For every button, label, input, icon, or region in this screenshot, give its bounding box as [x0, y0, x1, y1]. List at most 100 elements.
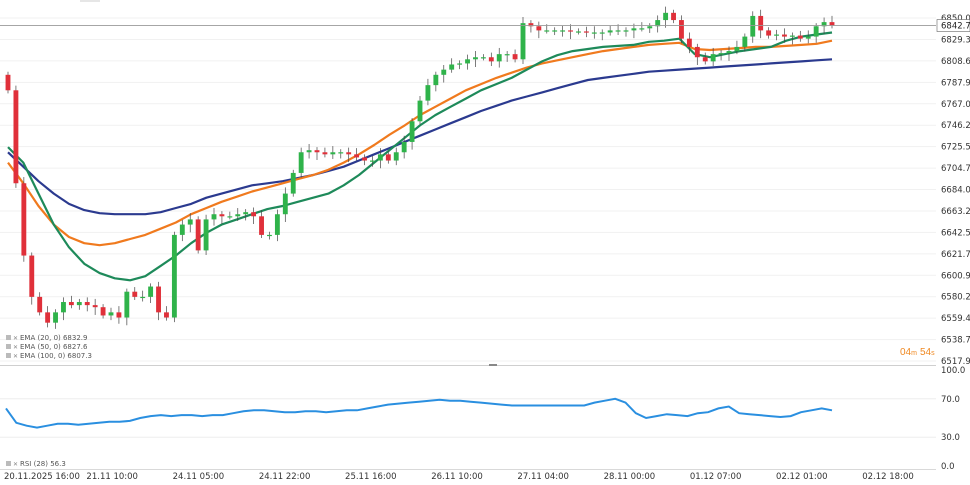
time-tick-label: 24.11 05:00 — [173, 472, 225, 482]
candle-up — [480, 57, 486, 59]
legend-entry: EMA (20, 0) 6832.9 — [20, 334, 87, 342]
current-price-value: 6842.7 — [941, 22, 970, 32]
candle-down — [5, 74, 11, 91]
candle-up — [290, 172, 296, 194]
rsi-tick-label: 70.0 — [941, 395, 960, 405]
candle-up — [425, 85, 431, 101]
candle-up — [813, 26, 819, 37]
candle-up — [639, 28, 645, 30]
candle-up — [417, 100, 423, 122]
time-tick-label: 24.11 22:00 — [259, 472, 311, 482]
ema-100-line — [7, 58, 833, 216]
price-tick-label: 6808.6 — [941, 57, 970, 67]
candle-down — [829, 22, 835, 26]
price-tick-label: 6767.0 — [941, 100, 970, 110]
current-price-tag: 6842.7 — [936, 19, 970, 32]
price-tick-label: 6704.7 — [941, 164, 970, 174]
legend-icon[interactable] — [6, 344, 11, 349]
candle-up — [235, 214, 241, 217]
candle-up — [179, 224, 185, 235]
candle-down — [694, 46, 700, 58]
candle-down — [259, 216, 264, 235]
candle-down — [346, 152, 352, 155]
rsi-legend[interactable]: ✕ RSI (28) 56.3 — [6, 460, 66, 468]
candle-down — [528, 23, 534, 27]
top-marker — [80, 0, 100, 2]
candle-up — [274, 214, 280, 235]
candle-up — [330, 152, 336, 155]
candle-down — [156, 286, 161, 313]
candle-down — [45, 312, 51, 323]
ema-20-line — [7, 31, 833, 282]
time-tick-label: 02.12 18:00 — [862, 472, 914, 482]
candle-up — [655, 20, 661, 27]
candle-down — [68, 302, 74, 306]
price-tick-label: 6580.2 — [941, 293, 970, 303]
rsi-legend-label: RSI (28) 56.3 — [20, 460, 66, 468]
candle-down — [37, 296, 43, 313]
candle-up — [140, 296, 146, 299]
candle-down — [84, 302, 90, 306]
legend-icon[interactable] — [6, 353, 11, 358]
candle-up — [591, 32, 597, 34]
candle-up — [821, 22, 827, 27]
candle-up — [433, 74, 439, 86]
candle-down — [488, 57, 494, 62]
time-tick-label: 26.11 10:00 — [431, 472, 483, 482]
time-tick-label: 28.11 00:00 — [604, 472, 656, 482]
legend-close-icon[interactable]: ✕ — [13, 345, 18, 351]
panel-resize-handle[interactable] — [489, 364, 497, 366]
candle-up — [148, 286, 154, 297]
price-panel[interactable] — [0, 0, 936, 365]
legend-close-icon[interactable]: ✕ — [13, 354, 18, 360]
time-tick-label: 20.11.2025 16:00 — [4, 472, 80, 482]
candle-up — [449, 64, 455, 70]
candle-down — [354, 154, 360, 158]
rsi-grid — [0, 398, 936, 438]
candle-up — [726, 51, 732, 54]
ema-legend[interactable]: ✕ EMA (20, 0) 6832.9✕ EMA (50, 0) 6827.6✕ E… — [6, 334, 92, 360]
time-tick-label: 21.11 10:00 — [86, 472, 138, 482]
rsi-legend-icon[interactable] — [6, 461, 11, 466]
candle-up — [53, 312, 58, 323]
candle-up — [203, 219, 209, 251]
countdown-seconds-unit: s — [931, 350, 935, 357]
candle-up — [171, 234, 177, 318]
candle-up — [187, 219, 193, 225]
candle-down — [758, 15, 764, 31]
legend-close-icon[interactable]: ✕ — [13, 336, 18, 342]
price-tick-label: 6538.7 — [941, 336, 970, 346]
candle-down — [536, 26, 542, 31]
candle-down — [686, 38, 692, 47]
price-tick-label: 6600.9 — [941, 271, 970, 281]
candle-up — [370, 160, 375, 162]
candle-down — [219, 214, 225, 217]
candle-up — [282, 193, 288, 215]
price-tick-label: 6725.5 — [941, 143, 970, 153]
rsi-close-icon[interactable]: ✕ — [13, 462, 18, 468]
candle-up — [496, 54, 502, 62]
candle-down — [92, 305, 98, 308]
time-tick-label: 25.11 16:00 — [345, 472, 397, 482]
legend-icon[interactable] — [6, 335, 11, 340]
candle-up — [457, 63, 463, 65]
candle-up — [750, 15, 756, 37]
candle-down — [132, 291, 138, 297]
candle-up — [718, 53, 724, 55]
time-axis: 20.11.2025 16:00 21.11 10:00 24.11 05:00 24… — [4, 472, 914, 482]
candle-up — [377, 154, 383, 161]
candle-up — [473, 57, 478, 60]
grid — [0, 17, 936, 362]
rsi-tick-label: 100.0 — [941, 366, 965, 376]
price-tick-label: 6684.0 — [941, 186, 970, 196]
candle-down — [116, 312, 122, 318]
candle-down — [782, 34, 787, 37]
candle-up — [338, 152, 344, 154]
candle-down — [13, 90, 19, 184]
candle-up — [805, 36, 811, 39]
candle-up — [401, 141, 407, 153]
candles — [5, 6, 835, 329]
candle-up — [734, 46, 740, 52]
candle-down — [568, 30, 573, 32]
